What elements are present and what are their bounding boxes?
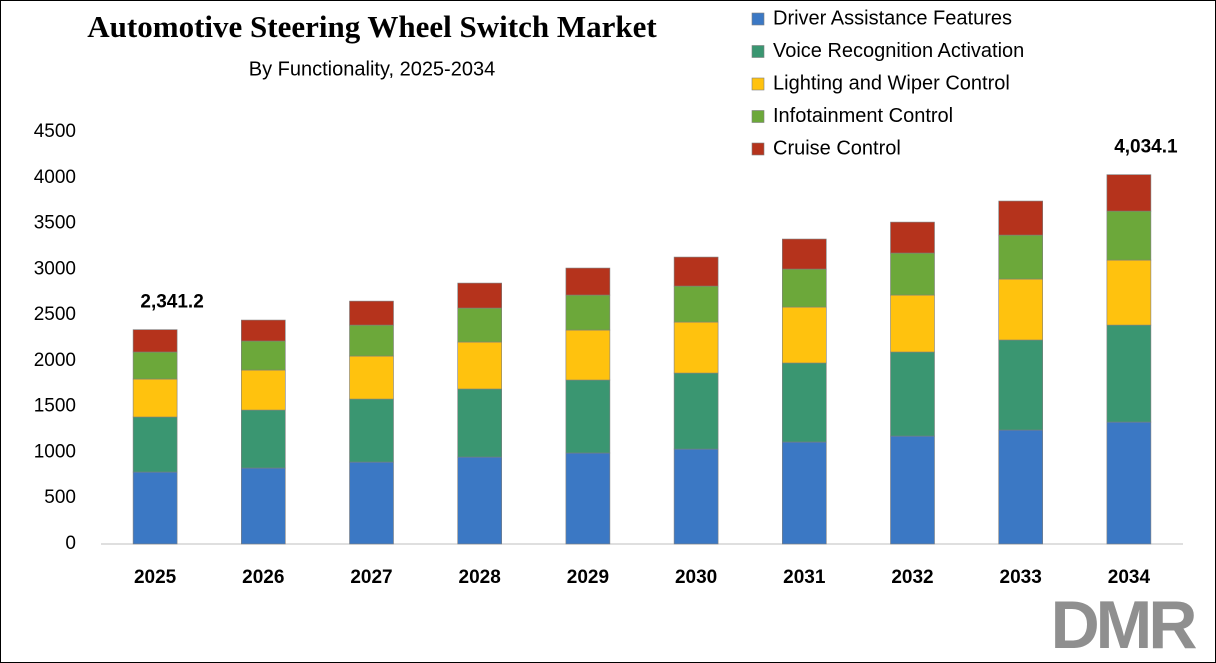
legend-label: Lighting and Wiper Control: [773, 72, 1010, 94]
y-tick-label: 4000: [34, 167, 76, 188]
bar-segment: [998, 429, 1044, 545]
y-tick-label: 1000: [34, 441, 76, 462]
bar-segment: [132, 416, 178, 473]
bar-segment: [132, 471, 178, 545]
bar-segment: [349, 398, 394, 463]
bar-segment: [1106, 259, 1152, 326]
bar-segment: [1106, 421, 1152, 545]
bar-segment: [1106, 174, 1152, 212]
y-tick-label: 0: [65, 533, 76, 554]
bar-segment: [1106, 210, 1152, 261]
bar-segment: [457, 456, 503, 545]
bar-segment: [673, 285, 719, 323]
bar-segment: [565, 452, 611, 545]
x-tick-label: 2032: [891, 567, 933, 588]
bar-segment: [565, 329, 611, 381]
chart-subtitle: By Functionality, 2025-2034: [249, 58, 495, 80]
legend-label: Infotainment Control: [773, 105, 953, 127]
logo: DMR: [1051, 587, 1201, 663]
bar-segment: [132, 329, 178, 353]
bar-segment: [890, 294, 935, 353]
bar-segment: [890, 435, 935, 545]
bar-segment: [457, 341, 503, 390]
bar-segment: [457, 388, 503, 458]
bar-segment: [781, 441, 827, 545]
total-label: 2,341.2: [140, 292, 203, 313]
bar-segment: [781, 238, 827, 270]
legend-swatch: [751, 12, 765, 26]
bar-segment: [241, 467, 286, 545]
bar-segment: [673, 256, 719, 287]
y-tick-label: 3500: [34, 213, 76, 234]
y-tick-label: 500: [44, 487, 76, 508]
bar-segment: [457, 307, 503, 343]
y-tick-label: 2500: [34, 304, 76, 325]
total-label: 4,034.1: [1114, 137, 1178, 158]
y-tick-label: 2000: [34, 350, 76, 371]
legend-swatch: [751, 142, 765, 156]
bar-segment: [1106, 324, 1152, 423]
bar-segment: [241, 409, 286, 469]
logo-text: DMR: [1051, 587, 1197, 663]
bar-segment: [457, 282, 503, 309]
legend-label: Voice Recognition Activation: [773, 40, 1024, 62]
y-tick-label: 4500: [34, 121, 76, 142]
bar-segment: [998, 278, 1044, 341]
legend-swatch: [751, 45, 765, 58]
bar-segment: [998, 200, 1044, 236]
bar-segment: [132, 351, 178, 380]
bar-segment: [241, 340, 286, 371]
bar-segment: [673, 321, 719, 374]
x-tick-label: 2027: [350, 567, 392, 588]
x-tick-label: 2031: [783, 567, 826, 588]
bar-segment: [241, 369, 286, 411]
x-tick-label: 2030: [675, 567, 717, 588]
x-tick-label: 2025: [134, 567, 177, 588]
bar-segment: [132, 378, 178, 418]
bar-segment: [998, 339, 1044, 431]
bar-segment: [349, 300, 394, 326]
legend-label: Cruise Control: [773, 137, 901, 159]
x-tick-label: 2033: [1000, 567, 1042, 588]
bar-segment: [349, 461, 394, 545]
bar-segment: [673, 448, 719, 545]
bar-segment: [890, 221, 935, 254]
chart-title: Automotive Steering Wheel Switch Market: [87, 9, 657, 44]
bar-segment: [998, 234, 1044, 280]
legend-swatch: [751, 77, 765, 91]
x-tick-label: 2026: [242, 567, 284, 588]
bar-segment: [349, 324, 394, 357]
bar-segment: [241, 319, 286, 342]
bar-segment: [565, 379, 611, 454]
bar-segment: [673, 372, 719, 450]
bar-segment: [349, 355, 394, 400]
bar-segment: [565, 294, 611, 331]
bar-segment: [890, 351, 935, 437]
bar-segment: [565, 267, 611, 296]
x-tick-label: 2029: [567, 567, 609, 588]
bar-segment: [890, 252, 935, 296]
x-tick-label: 2034: [1108, 567, 1151, 588]
x-tick-label: 2028: [459, 567, 501, 588]
y-tick-label: 3000: [34, 258, 76, 279]
bar-segment: [781, 268, 827, 308]
bar-segment: [781, 306, 827, 364]
bar-segment: [781, 362, 827, 443]
legend-swatch: [751, 110, 765, 123]
y-tick-label: 1500: [34, 396, 76, 417]
legend-label: Driver Assistance Features: [773, 7, 1012, 29]
